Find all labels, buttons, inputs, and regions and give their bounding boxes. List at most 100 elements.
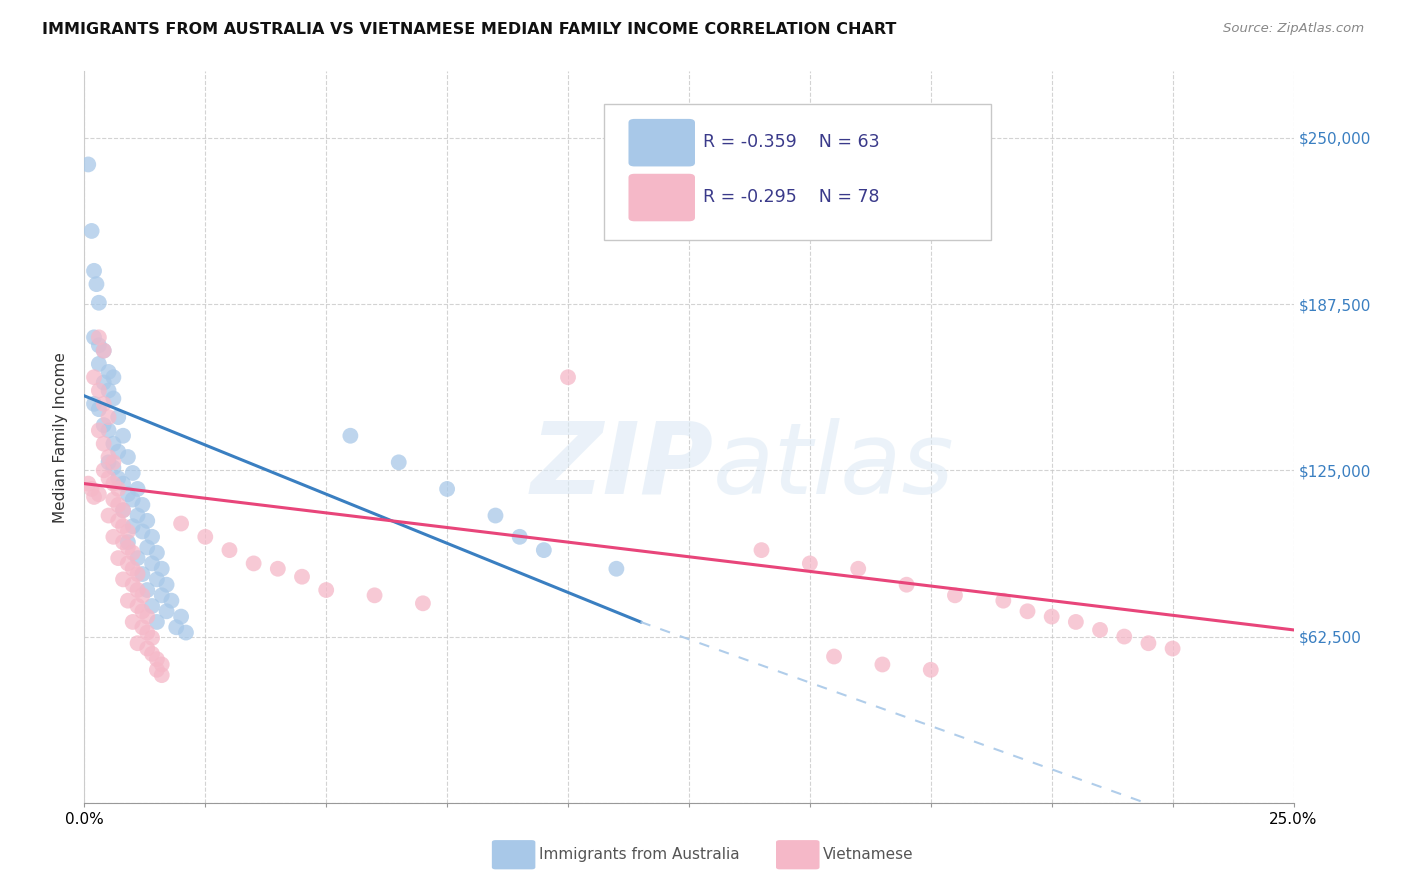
Point: [83, 490, 105, 504]
Point: [107, 498, 129, 512]
Point: [141, 599, 163, 613]
Point: [93, 418, 115, 433]
Point: [112, 503, 135, 517]
Text: R = -0.295    N = 78: R = -0.295 N = 78: [703, 188, 880, 206]
Point: [799, 557, 821, 571]
Point: [77, 476, 100, 491]
Point: [93, 436, 115, 450]
Point: [155, 604, 177, 618]
Point: [97, 471, 120, 485]
Point: [87, 338, 110, 352]
Point: [141, 647, 163, 661]
Point: [127, 567, 149, 582]
Point: [117, 535, 139, 549]
Point: [896, 577, 918, 591]
Point: [363, 588, 385, 602]
Point: [315, 582, 337, 597]
Point: [388, 455, 411, 469]
Point: [112, 535, 135, 549]
Text: Immigrants from Australia: Immigrants from Australia: [538, 847, 740, 862]
Point: [267, 562, 290, 576]
Point: [1161, 641, 1184, 656]
Point: [87, 295, 110, 310]
Text: Source: ZipAtlas.com: Source: ZipAtlas.com: [1223, 22, 1364, 36]
Point: [103, 530, 125, 544]
Point: [165, 620, 187, 634]
Point: [131, 588, 153, 602]
Text: R = -0.359    N = 63: R = -0.359 N = 63: [703, 133, 880, 152]
Point: [121, 615, 143, 629]
Point: [87, 384, 110, 398]
Point: [121, 546, 143, 560]
Point: [112, 503, 135, 517]
Point: [146, 663, 169, 677]
Point: [131, 567, 153, 582]
Point: [150, 588, 173, 602]
Point: [83, 397, 105, 411]
Point: [605, 562, 627, 576]
Point: [117, 450, 139, 464]
Point: [87, 402, 110, 417]
Point: [103, 436, 125, 450]
Point: [141, 631, 163, 645]
Point: [87, 424, 110, 438]
Point: [131, 524, 153, 539]
Point: [117, 524, 139, 539]
Point: [174, 625, 197, 640]
Point: [127, 508, 149, 523]
FancyBboxPatch shape: [776, 840, 820, 870]
Point: [97, 365, 120, 379]
Point: [412, 596, 434, 610]
Point: [107, 471, 129, 485]
Point: [97, 508, 120, 523]
Point: [87, 330, 110, 344]
Point: [1064, 615, 1087, 629]
Point: [107, 444, 129, 458]
Point: [218, 543, 240, 558]
Text: atlas: atlas: [713, 417, 955, 515]
Point: [103, 455, 125, 469]
Point: [103, 392, 125, 406]
Point: [107, 551, 129, 566]
Point: [83, 330, 105, 344]
Y-axis label: Median Family Income: Median Family Income: [53, 351, 69, 523]
FancyBboxPatch shape: [492, 840, 536, 870]
Point: [1088, 623, 1111, 637]
Point: [943, 588, 966, 602]
Point: [103, 370, 125, 384]
Point: [131, 604, 153, 618]
Point: [170, 516, 193, 531]
Point: [93, 343, 115, 358]
Point: [993, 593, 1015, 607]
Point: [533, 543, 555, 558]
Point: [93, 376, 115, 390]
Point: [751, 543, 773, 558]
Point: [103, 492, 125, 507]
Point: [107, 514, 129, 528]
Point: [150, 668, 173, 682]
Point: [872, 657, 894, 672]
Point: [93, 343, 115, 358]
Point: [146, 615, 169, 629]
Point: [97, 455, 120, 469]
Point: [103, 460, 125, 475]
Point: [121, 562, 143, 576]
Point: [83, 370, 105, 384]
Point: [121, 466, 143, 480]
Point: [846, 562, 869, 576]
Text: IMMIGRANTS FROM AUSTRALIA VS VIETNAMESE MEDIAN FAMILY INCOME CORRELATION CHART: IMMIGRANTS FROM AUSTRALIA VS VIETNAMESE …: [42, 22, 897, 37]
Text: Vietnamese: Vietnamese: [823, 847, 914, 862]
Point: [127, 582, 149, 597]
Text: ZIP: ZIP: [530, 417, 713, 515]
Point: [121, 577, 143, 591]
Point: [242, 557, 264, 571]
Point: [117, 557, 139, 571]
Point: [1017, 604, 1039, 618]
FancyBboxPatch shape: [628, 174, 695, 221]
Point: [86, 277, 108, 292]
Point: [436, 482, 458, 496]
Point: [83, 264, 105, 278]
Point: [97, 410, 120, 425]
Point: [150, 657, 173, 672]
FancyBboxPatch shape: [605, 104, 991, 240]
